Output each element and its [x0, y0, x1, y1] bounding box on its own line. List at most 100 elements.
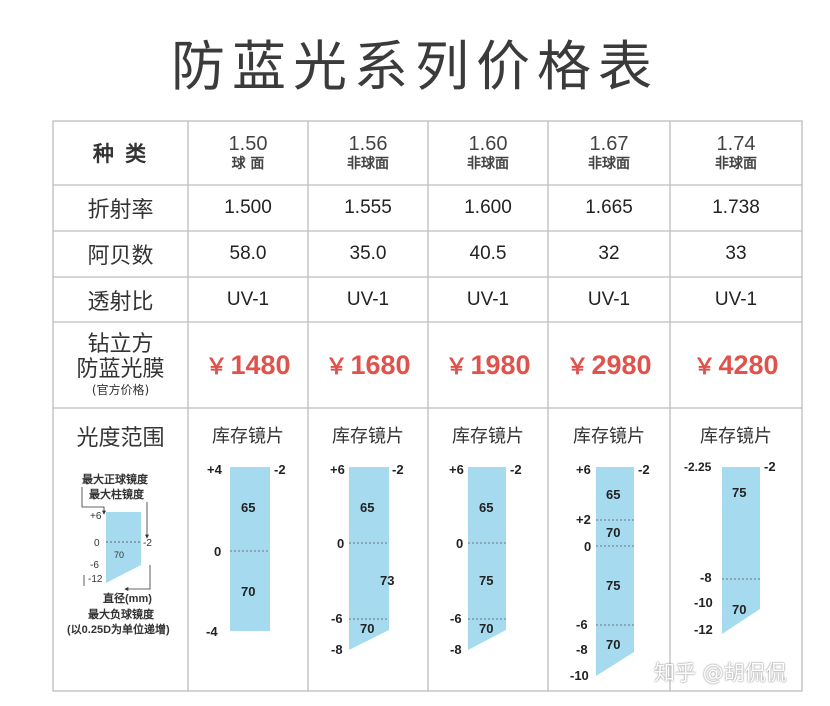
- currency-symbol: ￥: [325, 354, 348, 379]
- power-label: +6: [449, 462, 464, 477]
- header-type: 非球面: [467, 156, 509, 172]
- power-label: -6: [450, 611, 462, 626]
- power-label: -2.25: [684, 460, 712, 474]
- lens-diagram-160: +6 -2 0 -6 -8 65 75 70: [449, 462, 522, 657]
- price-value: ￥ 1980: [428, 322, 548, 408]
- power-label: 0: [337, 536, 344, 551]
- transmission-value: UV-1: [466, 288, 510, 310]
- power-label: +4: [207, 462, 223, 477]
- price-value: ￥ 4280: [670, 322, 802, 408]
- refractive-value: 1.500: [224, 197, 272, 218]
- diameter-label: 75: [479, 573, 493, 588]
- diameter-label: 73: [380, 573, 394, 588]
- header-kind-label: 种 类: [92, 142, 149, 166]
- legend-arrow: [124, 565, 151, 591]
- power-label: +6: [576, 462, 591, 477]
- lens-diagram-167: +6 -2 +2 0 -6 -8 -10 65 70 75 70: [570, 462, 650, 683]
- lens-range-shape: [349, 467, 389, 650]
- header-col-150: 1.50 球 面: [188, 121, 308, 185]
- row-label-power-range: 光度范围: [76, 426, 165, 451]
- row-label-abbe: 阿贝数: [87, 244, 154, 269]
- legend-step-note: (以0.25D为单位递增): [67, 622, 170, 636]
- diameter-label: 70: [732, 602, 746, 617]
- power-label: -8: [450, 642, 462, 657]
- power-label: 0: [214, 544, 221, 559]
- abbe-value: 58.0: [229, 243, 267, 264]
- power-label: -8: [576, 642, 588, 657]
- lens-diagram-150: +4 -2 0 -4 65 70: [206, 462, 286, 639]
- legend-max-sph: 最大正球镜度: [82, 472, 149, 486]
- header-index: 1.60: [468, 133, 508, 155]
- cyl-label: -2: [764, 459, 776, 474]
- row-label-refractive: 折射率: [87, 198, 154, 223]
- power-label: -6: [331, 611, 343, 626]
- diameter-label: 65: [241, 500, 255, 515]
- header-index: 1.67: [589, 133, 629, 155]
- stock-label: 库存镜片: [332, 426, 404, 447]
- refractive-value: 1.600: [464, 197, 512, 218]
- header-col-160: 1.60 非球面: [428, 121, 548, 185]
- legend-m12: -12: [88, 574, 103, 585]
- diameter-label: 75: [732, 485, 746, 500]
- price-label-line1: 钻立方: [87, 332, 154, 357]
- header-col-174: 1.74 非球面: [670, 121, 802, 185]
- diameter-label: 70: [606, 525, 620, 540]
- legend-arrow: [81, 487, 106, 515]
- diameter-label: 65: [479, 500, 493, 515]
- cyl-label: -2: [510, 462, 522, 477]
- header-type: 非球面: [588, 156, 630, 172]
- legend-max-cyl: 最大柱镜度: [89, 487, 145, 501]
- stock-label: 库存镜片: [573, 426, 645, 447]
- abbe-value: 40.5: [469, 243, 507, 264]
- header-type: 球 面: [231, 156, 265, 172]
- power-label: -4: [206, 624, 218, 639]
- legend-lens-shape: [106, 512, 141, 583]
- header-col-167: 1.67 非球面: [548, 121, 670, 185]
- currency-symbol: ￥: [566, 354, 589, 379]
- diameter-label: 75: [606, 578, 620, 593]
- diameter-label: 70: [241, 584, 255, 599]
- price-amount: 4280: [718, 349, 779, 380]
- lens-range-shape: [722, 467, 760, 634]
- lens-diagram-156: +6 -2 0 -6 -8 65 73 70: [330, 462, 404, 657]
- currency-symbol: ￥: [445, 354, 468, 379]
- cyl-label: -2: [274, 462, 286, 477]
- diameter-label: 70: [360, 621, 374, 636]
- diameter-label: 65: [606, 487, 620, 502]
- price-amount: 1980: [470, 349, 531, 380]
- price-amount: 1680: [350, 349, 411, 380]
- lens-range-shape: [596, 467, 634, 676]
- lens-range-shape: [468, 467, 506, 650]
- legend-diameter: 直径(mm): [103, 591, 152, 605]
- refractive-value: 1.555: [344, 197, 392, 218]
- power-label: -10: [694, 595, 713, 610]
- power-label: +6: [330, 462, 345, 477]
- price-value: ￥ 1680: [308, 322, 428, 408]
- price-amount: 2980: [591, 349, 652, 380]
- power-label: -8: [331, 642, 343, 657]
- stock-label: 库存镜片: [452, 426, 524, 447]
- stock-label: 库存镜片: [212, 426, 284, 447]
- lens-diagram-174: -2.25 -2 -8 -10 -12 75 70: [684, 459, 776, 637]
- cyl-label: -2: [392, 462, 404, 477]
- price-label-note: (官方价格): [91, 383, 150, 397]
- cyl-label: -2: [638, 462, 650, 477]
- header-type: 非球面: [715, 156, 757, 172]
- legend-70: 70: [114, 550, 124, 560]
- refractive-value: 1.665: [585, 197, 633, 218]
- transmission-value: UV-1: [714, 288, 758, 310]
- currency-symbol: ￥: [693, 354, 716, 379]
- legend-max-neg: 最大负球镜度: [88, 607, 155, 621]
- transmission-value: UV-1: [587, 288, 631, 310]
- diameter-label: 70: [606, 637, 620, 652]
- diameter-label: 70: [479, 621, 493, 636]
- legend-diagram: 最大正球镜度 最大柱镜度 +6 0 -2 70 -6 -12 直径(mm) 最大…: [67, 472, 170, 636]
- transmission-value: UV-1: [346, 288, 390, 310]
- watermark: 知乎 @胡侃侃: [654, 661, 787, 685]
- header-col-156: 1.56 非球面: [308, 121, 428, 185]
- diameter-label: 65: [360, 500, 374, 515]
- transmission-value: UV-1: [226, 288, 270, 310]
- power-label: 0: [584, 539, 591, 554]
- price-value: ￥ 2980: [548, 322, 670, 408]
